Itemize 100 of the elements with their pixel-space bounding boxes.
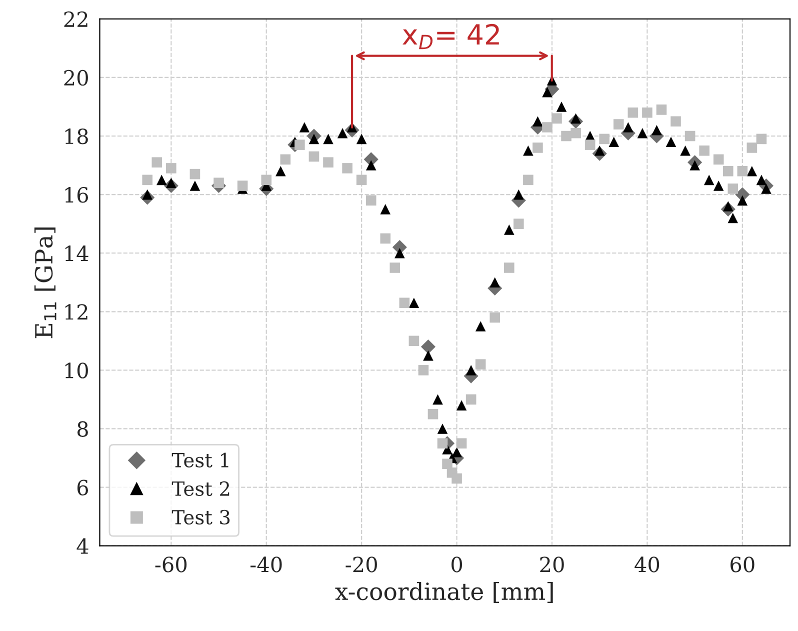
point <box>637 128 648 138</box>
point <box>466 365 476 376</box>
point <box>466 394 476 405</box>
point <box>514 218 524 229</box>
point <box>613 119 624 130</box>
point <box>437 438 448 449</box>
point <box>656 104 667 115</box>
point <box>532 116 543 127</box>
point <box>523 146 534 156</box>
point <box>323 134 334 144</box>
point <box>420 339 436 354</box>
point <box>728 184 738 194</box>
legend-label: Test 3 <box>172 510 230 525</box>
point <box>737 166 748 176</box>
point <box>670 116 681 127</box>
y-axis-title: E$_{11}$ [GPa] <box>34 228 56 338</box>
point <box>680 146 690 156</box>
point <box>713 154 724 165</box>
point <box>490 277 500 288</box>
point <box>156 174 167 186</box>
y-tick-label: 22 <box>64 11 88 27</box>
point <box>737 195 748 206</box>
point <box>399 298 410 308</box>
x-tick-label: 20 <box>540 556 564 572</box>
annotation: x$_{D}$= 42 <box>402 24 499 50</box>
point <box>237 180 248 191</box>
x-tick-label: 60 <box>730 556 754 572</box>
point <box>542 122 552 132</box>
point <box>456 438 467 449</box>
point <box>599 134 610 144</box>
point <box>152 157 162 168</box>
y-tick-label: 6 <box>77 480 88 496</box>
y-tick-label: 20 <box>64 70 88 86</box>
point <box>684 130 696 142</box>
point <box>390 262 400 273</box>
x-axis-title: x-coordinate [mm] <box>335 582 553 604</box>
y-tick-label: 18 <box>65 128 88 144</box>
point <box>642 107 652 118</box>
x-tick-label: -60 <box>155 556 187 572</box>
point <box>504 262 514 273</box>
point <box>452 473 462 484</box>
point <box>628 107 638 118</box>
x-tick-label: -40 <box>250 556 282 572</box>
point <box>713 180 724 191</box>
point <box>294 140 305 150</box>
point <box>532 142 543 153</box>
point <box>570 128 581 138</box>
point <box>552 113 562 124</box>
point <box>408 336 420 346</box>
point <box>142 174 153 186</box>
y-tick-label: 8 <box>77 421 88 437</box>
point <box>356 134 367 144</box>
point <box>523 174 534 186</box>
point <box>380 233 391 244</box>
point <box>623 122 634 132</box>
point <box>356 174 367 186</box>
point <box>418 365 429 376</box>
point <box>475 359 486 370</box>
point <box>366 195 376 206</box>
point <box>490 312 500 323</box>
point <box>423 350 434 361</box>
point <box>584 140 596 150</box>
point <box>561 130 572 142</box>
point <box>394 248 405 258</box>
point <box>746 166 758 176</box>
point <box>514 189 524 200</box>
point <box>452 446 462 458</box>
point <box>442 458 452 470</box>
point <box>166 163 176 174</box>
point <box>366 160 376 170</box>
y-tick-label: 16 <box>65 187 88 203</box>
point <box>652 125 662 136</box>
x-tick-label: -20 <box>346 556 377 572</box>
point <box>432 394 443 405</box>
point <box>504 224 514 235</box>
y-tick-label: 4 <box>76 538 88 554</box>
point <box>380 204 391 214</box>
point <box>428 408 438 420</box>
point <box>408 298 420 308</box>
point <box>608 136 620 148</box>
point <box>190 168 200 180</box>
legend-label: Test 1 <box>172 452 228 468</box>
point <box>728 212 738 224</box>
point <box>475 321 486 332</box>
point <box>704 174 714 186</box>
x-tick-label: 0 <box>452 556 462 572</box>
point <box>299 122 310 132</box>
point <box>756 134 767 144</box>
point <box>337 128 348 138</box>
point <box>190 180 200 191</box>
point <box>456 400 467 410</box>
point <box>323 157 334 168</box>
point <box>542 86 552 98</box>
y-tick-label: 14 <box>65 246 88 262</box>
point <box>214 178 224 188</box>
point <box>261 174 272 186</box>
point <box>342 163 352 174</box>
point <box>746 142 758 153</box>
point <box>308 151 320 162</box>
point <box>280 154 291 165</box>
